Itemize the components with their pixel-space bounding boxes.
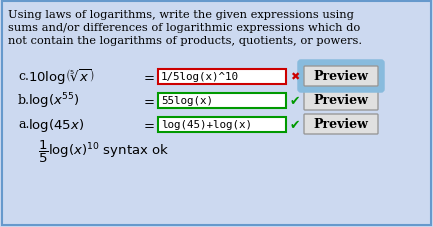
Text: $\log\!\left(x^{55}\right)$: $\log\!\left(x^{55}\right)$	[28, 91, 80, 110]
Text: 1/5log(x)^10: 1/5log(x)^10	[161, 72, 239, 82]
FancyBboxPatch shape	[304, 114, 378, 134]
Text: b.: b.	[18, 94, 30, 107]
Bar	[158, 94, 286, 109]
FancyBboxPatch shape	[299, 62, 383, 92]
Text: Preview: Preview	[313, 94, 368, 107]
Text: ✔: ✔	[290, 94, 300, 107]
Text: $=$: $=$	[141, 94, 155, 107]
FancyBboxPatch shape	[304, 67, 378, 87]
Text: 55log(x): 55log(x)	[161, 96, 213, 106]
Text: $=$: $=$	[141, 118, 155, 131]
Text: log(45)+log(x): log(45)+log(x)	[161, 119, 252, 129]
Text: Using laws of logarithms, write the given expressions using: Using laws of logarithms, write the give…	[8, 10, 354, 20]
Bar	[158, 118, 286, 132]
Text: $10\log\!\left(\sqrt[5]{x}\right)$: $10\log\!\left(\sqrt[5]{x}\right)$	[28, 67, 94, 86]
Text: $=$: $=$	[141, 70, 155, 83]
Text: Preview: Preview	[313, 70, 368, 83]
Text: Preview: Preview	[313, 118, 368, 131]
Text: sums and/or differences of logarithmic expressions which do: sums and/or differences of logarithmic e…	[8, 23, 360, 33]
Text: a.: a.	[18, 118, 29, 131]
Text: c.: c.	[18, 70, 29, 83]
Text: ✖: ✖	[290, 72, 300, 82]
FancyBboxPatch shape	[304, 91, 378, 111]
Text: not contain the logarithms of products, quotients, or powers.: not contain the logarithms of products, …	[8, 36, 362, 46]
Text: ✔: ✔	[290, 118, 300, 131]
Text: $\dfrac{1}{5}\log(x)^{10}$ syntax ok: $\dfrac{1}{5}\log(x)^{10}$ syntax ok	[38, 138, 169, 164]
Bar	[158, 70, 286, 85]
Text: $\log(45x)$: $\log(45x)$	[28, 116, 84, 133]
